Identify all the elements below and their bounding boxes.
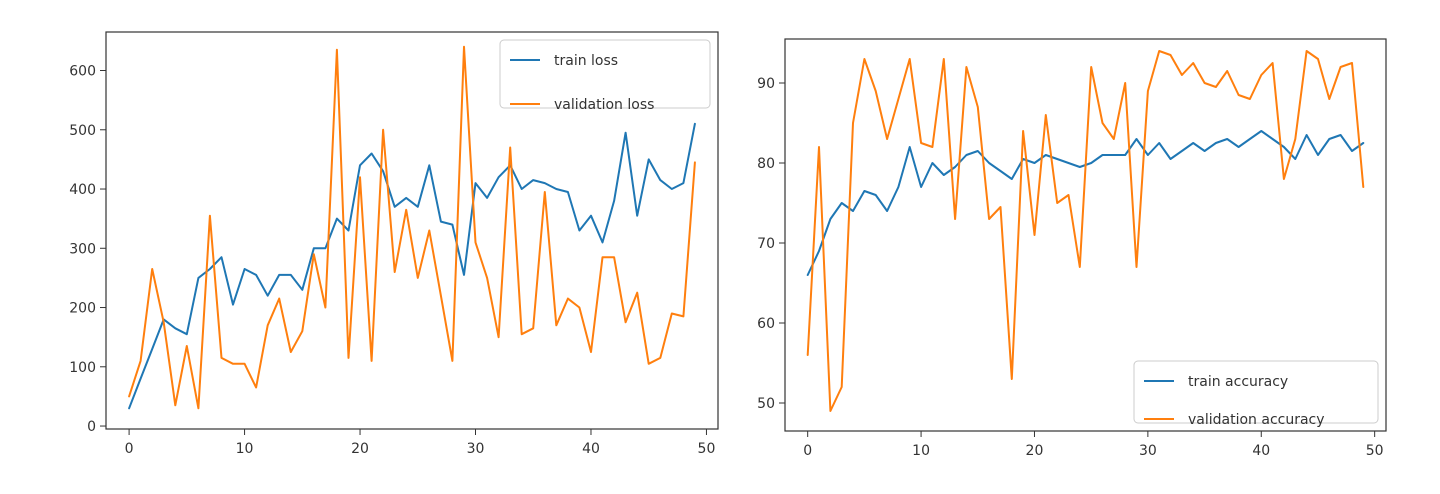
plot-area-frame (105, 31, 719, 430)
y-tick-label: 500 (69, 123, 96, 139)
x-tick-label: 10 (912, 443, 930, 459)
x-tick-label: 0 (125, 441, 134, 457)
legend-label: train loss (554, 53, 618, 69)
x-tick-label: 30 (467, 441, 485, 457)
y-tick-label: 80 (757, 156, 775, 172)
y-tick-label: 0 (87, 419, 96, 435)
y-tick-label: 90 (757, 76, 775, 92)
x-tick-label: 20 (1026, 443, 1044, 459)
x-tick-label: 10 (236, 441, 254, 457)
x-tick-label: 30 (1139, 443, 1157, 459)
series-line-validation-loss (128, 45, 696, 410)
y-tick-label: 200 (69, 301, 96, 317)
accuracy-chart: 0 10 20 30 40 50 50 60 70 80 90 train accuracy valid… (757, 38, 1387, 459)
plot-area-frame (784, 38, 1387, 432)
y-tick-label: 400 (69, 182, 96, 198)
legend-label: validation accuracy (1188, 412, 1325, 428)
series-line-train-loss (128, 122, 696, 410)
y-tick-label: 60 (757, 316, 775, 332)
legend-label: validation loss (554, 97, 654, 113)
x-tick-label: 20 (351, 441, 369, 457)
y-tick-label: 100 (69, 360, 96, 376)
y-tick-label: 300 (69, 241, 96, 257)
x-tick-label: 40 (582, 441, 600, 457)
legend-box (499, 39, 711, 109)
series-line-validation-accuracy (806, 50, 1365, 412)
x-tick-label: 50 (1366, 443, 1384, 459)
y-tick-label: 50 (757, 396, 775, 412)
legend-label: train accuracy (1188, 374, 1288, 390)
legend-box (1133, 360, 1379, 424)
y-tick-label: 70 (757, 236, 775, 252)
y-tick-label: 600 (69, 64, 96, 80)
legend: train accuracy validation accuracy (1133, 360, 1379, 428)
x-tick-label: 50 (698, 441, 716, 457)
x-tick-label: 0 (803, 443, 812, 459)
x-tick-label: 40 (1252, 443, 1270, 459)
legend: train loss validation loss (499, 39, 711, 113)
